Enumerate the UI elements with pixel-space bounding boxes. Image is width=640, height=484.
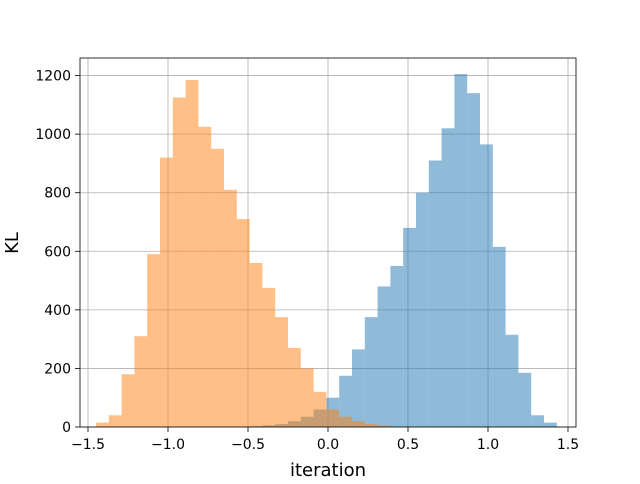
histogram-bar	[441, 128, 455, 428]
x-tick-label: −0.5	[231, 437, 265, 453]
x-tick-label: 0.5	[397, 437, 419, 453]
histogram-bar	[339, 416, 352, 427]
y-tick-label: 400	[44, 303, 71, 319]
histogram-bar	[300, 368, 314, 427]
x-tick-label: 1.5	[557, 437, 579, 453]
histogram-bar	[416, 192, 429, 427]
histogram-bar	[377, 286, 391, 427]
histogram-bar	[134, 336, 148, 427]
y-tick-label: 600	[44, 244, 71, 260]
x-axis-label: iteration	[290, 460, 366, 480]
histogram-bar	[505, 334, 519, 427]
y-tick-label: 1000	[35, 127, 71, 143]
histogram-bar	[454, 74, 468, 427]
bars-layer	[96, 74, 557, 428]
histogram-bar	[147, 254, 160, 427]
histogram-bar	[403, 227, 416, 427]
histogram-bar	[480, 144, 493, 427]
axes-layer: −1.5 −1.0 −0.5 0.0 0.5 1.0 1.5 0 200 400 600 800 100…	[35, 57, 579, 453]
histogram-bar	[544, 422, 557, 427]
histogram-bar	[352, 349, 365, 427]
histogram-bar	[236, 219, 250, 427]
histogram-bar	[96, 422, 109, 427]
histogram-bar	[428, 160, 442, 427]
histogram-bar	[467, 93, 480, 428]
x-tick-label: −1.0	[151, 437, 185, 453]
y-axis-label: KL	[2, 232, 23, 254]
y-tick-label: 1200	[35, 69, 71, 85]
histogram-bar	[364, 424, 378, 427]
histogram-bar	[531, 415, 544, 427]
histogram-bar	[352, 421, 365, 427]
histogram-bar	[326, 409, 340, 427]
x-tick-label: 0.0	[317, 437, 339, 453]
y-tick-label: 0	[62, 420, 71, 436]
histogram-bar	[198, 126, 212, 428]
histogram-bar	[249, 263, 263, 427]
y-tick-label: 200	[44, 361, 71, 377]
histogram-bar	[262, 287, 276, 427]
x-tick-label: −1.5	[71, 437, 105, 453]
histogram-bar	[339, 375, 352, 427]
histogram-bar	[108, 415, 122, 427]
histogram-bar	[518, 372, 532, 427]
y-tick-label: 800	[44, 186, 71, 202]
histogram-bar	[160, 157, 173, 428]
histogram-bar	[492, 246, 506, 427]
histogram-bar	[313, 391, 327, 427]
histogram-bar	[390, 265, 404, 427]
histogram-bar	[364, 317, 378, 427]
x-tick-label: 1.0	[477, 437, 499, 453]
histogram-bar	[224, 189, 237, 427]
histogram-bar	[288, 347, 301, 427]
histogram-bar	[377, 425, 391, 427]
histogram-bar	[172, 97, 186, 428]
histogram-bar	[185, 79, 199, 427]
histogram-bar	[211, 148, 224, 428]
histogram-bar	[121, 374, 135, 427]
histogram-bar	[275, 317, 288, 427]
